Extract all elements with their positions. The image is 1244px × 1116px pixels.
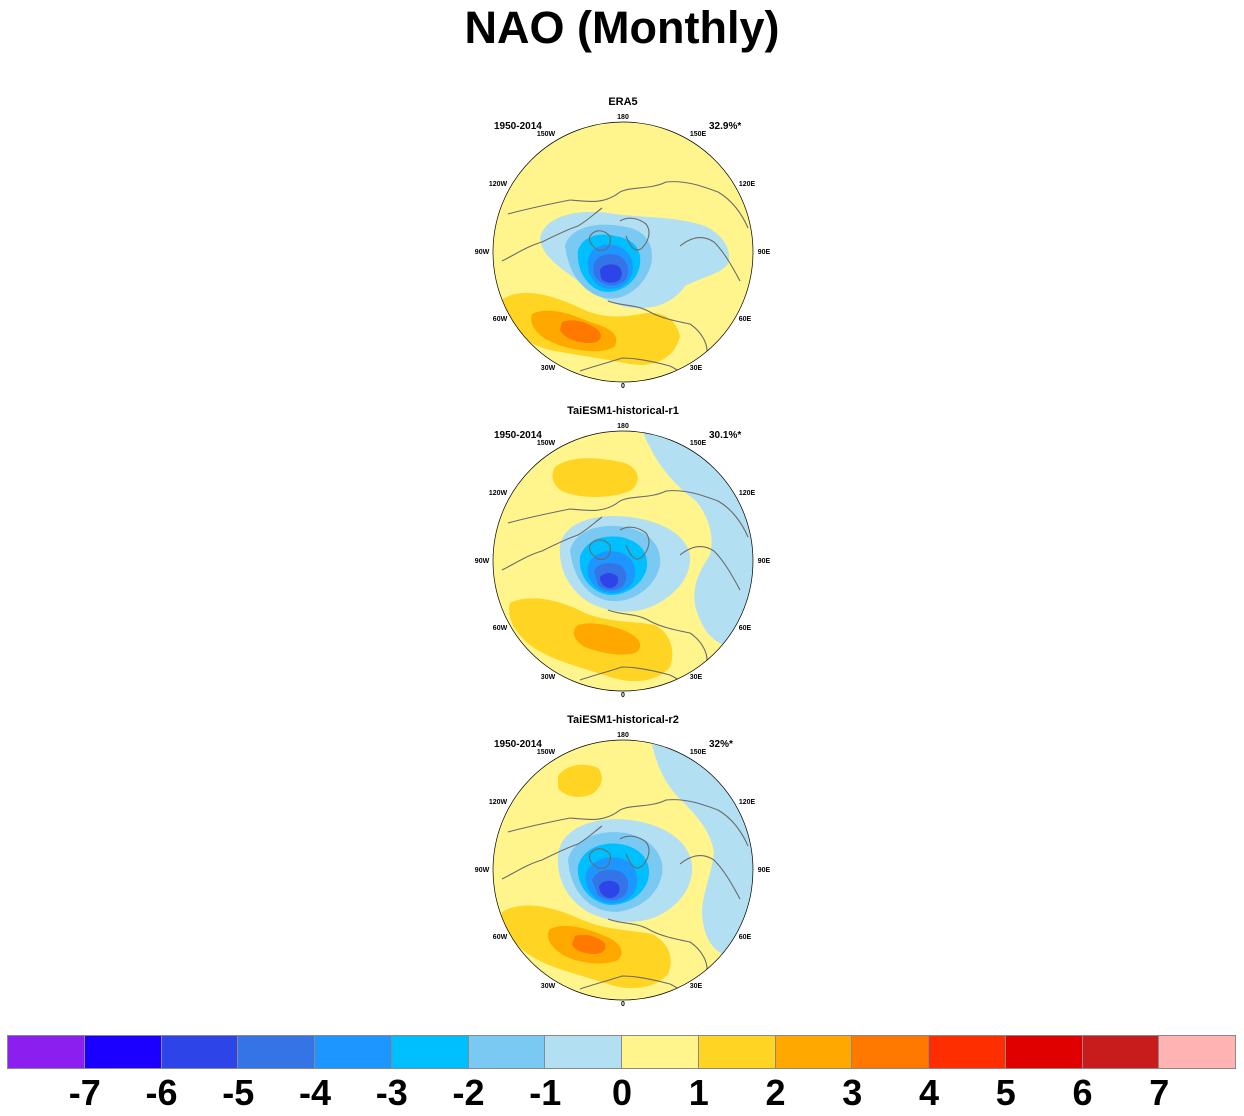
panel-title: TaiESM1-historical-r1	[567, 405, 679, 417]
panel-period: 1950-2014	[494, 430, 542, 441]
lon-label: 180	[617, 732, 629, 739]
colorbar-tick-label: -5	[222, 1072, 255, 1113]
lon-label: 120W	[489, 490, 508, 497]
lon-label: 0	[621, 383, 625, 390]
lon-label: 90E	[758, 558, 771, 565]
colorbar	[7, 1035, 1236, 1069]
colorbar-tick-label: -6	[145, 1072, 178, 1113]
colorbar-tick-label: -7	[68, 1072, 101, 1113]
lon-label: 90W	[475, 249, 490, 256]
colorbar-tick-label: -3	[375, 1072, 408, 1113]
lon-label: 30W	[541, 674, 556, 681]
colorbar-box	[314, 1035, 392, 1069]
lon-label: 0	[621, 1001, 625, 1008]
colorbar-tick-label: -4	[298, 1072, 332, 1113]
lon-label: 30E	[690, 983, 703, 990]
colorbar-box	[1158, 1035, 1236, 1069]
lon-label: 60E	[739, 316, 752, 323]
colorbar-box	[621, 1035, 699, 1069]
lon-label: 150W	[537, 440, 556, 447]
lon-label: 0	[621, 692, 625, 699]
lon-label: 60E	[739, 625, 752, 632]
explained-variance: 30.1%*	[709, 430, 742, 441]
colorbar-box	[237, 1035, 315, 1069]
colorbar-box	[1004, 1035, 1083, 1069]
lon-label: 30W	[541, 983, 556, 990]
colorbar-box	[390, 1035, 469, 1069]
colorbar-tick-label: 2	[765, 1072, 786, 1113]
lon-label: 60W	[493, 625, 508, 632]
explained-variance: 32%*	[709, 739, 733, 750]
lon-label: 90E	[758, 249, 771, 256]
colorbar-tick-label: 3	[842, 1072, 863, 1113]
lon-label: 30W	[541, 365, 556, 372]
polar-map: 180 150E 120E 90E 60E 30E 0 30W 60W 90W …	[475, 732, 771, 1008]
lon-label: 120E	[739, 490, 756, 497]
map-panel-taiesm1-r1: TaiESM1-historical-r1 1950-2014 30.1%*	[470, 405, 780, 699]
lon-label: 60W	[493, 934, 508, 941]
colorbar-box	[7, 1035, 85, 1069]
figure-title: NAO (Monthly)	[464, 2, 780, 53]
colorbar-box	[544, 1035, 622, 1069]
panel-title: ERA5	[608, 96, 638, 108]
lon-label: 90W	[475, 867, 490, 874]
map-panel-taiesm1-r2: TaiESM1-historical-r2 1950-2014 32%*	[470, 714, 780, 1008]
lon-label: 150E	[690, 749, 707, 756]
lon-label: 120E	[739, 799, 756, 806]
colorbar-tick-label: 0	[611, 1072, 633, 1113]
colorbar-tick-label: -1	[529, 1072, 562, 1113]
polar-map: 180 150E 120E 90E 60E 30E 0 30W 60W 90W …	[475, 114, 771, 390]
explained-variance: 32.9%*	[709, 121, 742, 132]
panel-period: 1950-2014	[494, 121, 542, 132]
lon-label: 120E	[739, 181, 756, 188]
colorbar-box	[160, 1035, 239, 1069]
colorbar-tick-label: 6	[1072, 1072, 1093, 1113]
panel-period: 1950-2014	[494, 739, 542, 750]
lon-label: 180	[617, 114, 629, 121]
colorbar-tick-label: 7	[1149, 1072, 1170, 1113]
colorbar-tick-label: 4	[918, 1072, 940, 1113]
lon-label: 150W	[537, 131, 556, 138]
colorbar-box	[851, 1035, 929, 1069]
panel-title: TaiESM1-historical-r2	[567, 714, 679, 726]
colorbar-tick-label: 1	[688, 1072, 709, 1113]
lon-label: 90W	[475, 558, 490, 565]
lon-label: 150E	[690, 440, 707, 447]
lon-label: 150E	[690, 131, 707, 138]
colorbar-box	[697, 1035, 776, 1069]
lon-label: 90E	[758, 867, 771, 874]
lon-label: 120W	[489, 181, 508, 188]
colorbar-box	[774, 1035, 853, 1069]
lon-label: 30E	[690, 674, 703, 681]
colorbar-tick-label: 5	[995, 1072, 1016, 1113]
lon-label: 30E	[690, 365, 703, 372]
polar-map: 180 150E 120E 90E 60E 30E 0 30W 60W 90W …	[475, 423, 771, 699]
colorbar-tick-label: -2	[452, 1072, 485, 1113]
colorbar-box	[928, 1035, 1006, 1069]
lon-label: 60E	[739, 934, 752, 941]
lon-label: 120W	[489, 799, 508, 806]
lon-label: 150W	[537, 749, 556, 756]
colorbar-box	[1081, 1035, 1160, 1069]
map-panel-era5: ERA5 1950-2014 32.9%* 180	[470, 96, 780, 390]
colorbar-box	[467, 1035, 546, 1069]
lon-label: 180	[617, 423, 629, 430]
lon-label: 60W	[493, 316, 508, 323]
colorbar-box	[83, 1035, 162, 1069]
